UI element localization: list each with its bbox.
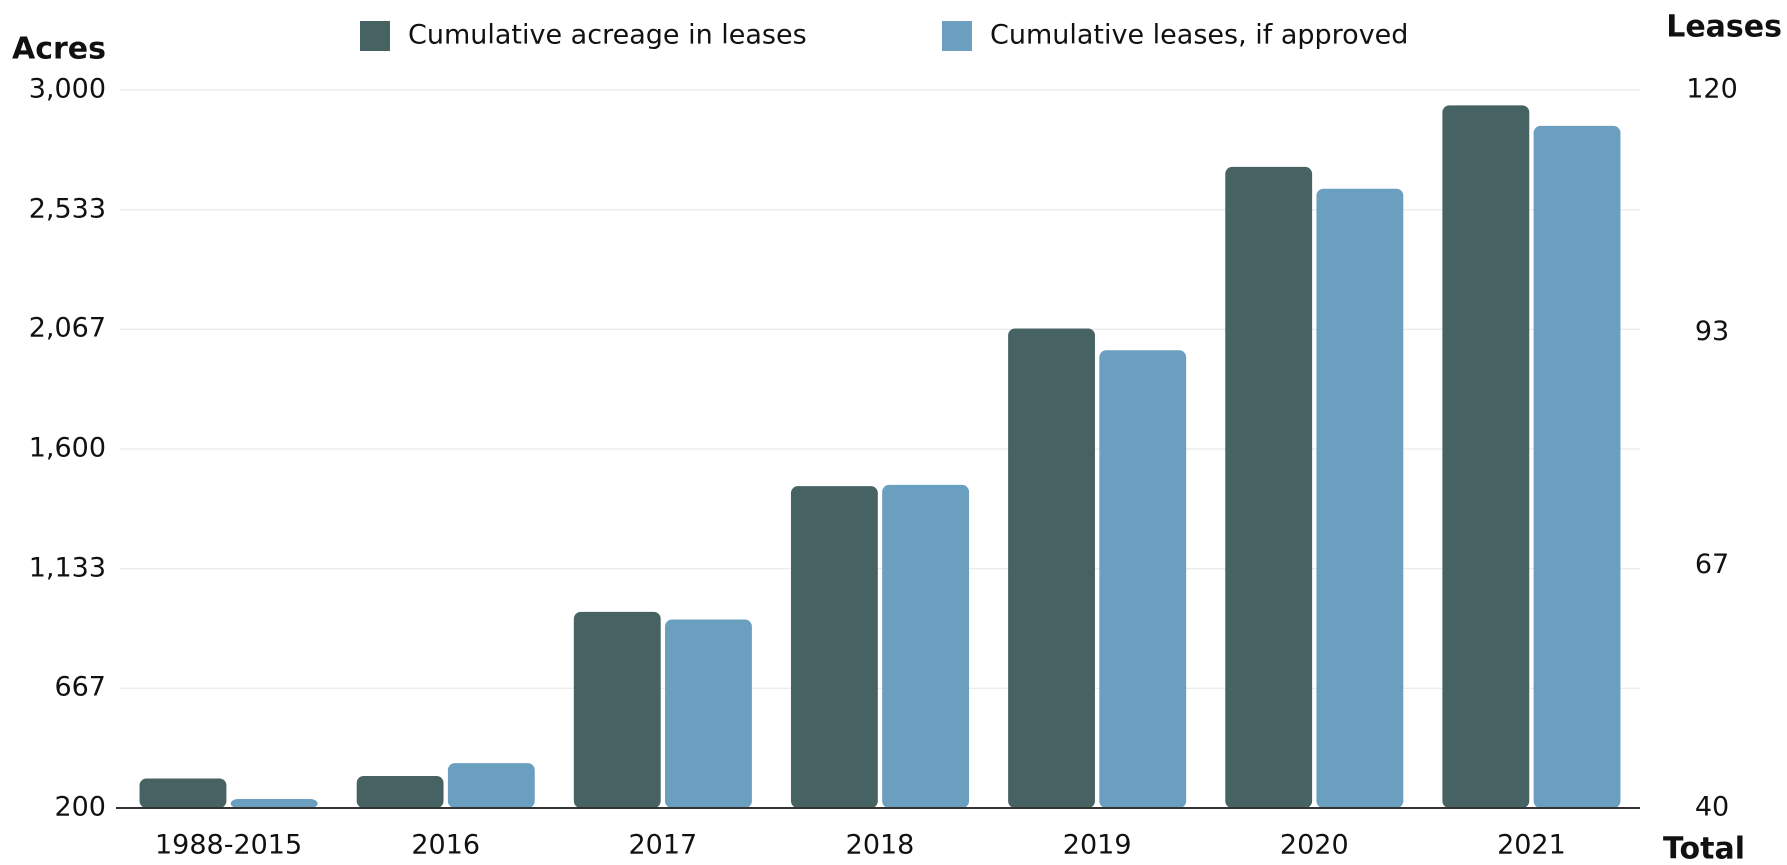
x-tick-label: 2019 (1063, 830, 1132, 861)
y-tick-label: 2,533 (29, 193, 106, 224)
x-tick-label: 2016 (411, 830, 480, 861)
bar (139, 778, 227, 808)
bar (665, 619, 752, 808)
bar (1225, 166, 1313, 808)
x-axis-title: Total (1663, 832, 1745, 865)
x-tick-label: 2020 (1280, 830, 1349, 861)
y-tick-label: 1,600 (29, 433, 106, 464)
bar (447, 763, 535, 808)
bar (1099, 350, 1187, 808)
bar (882, 484, 970, 808)
x-tick-label: 2018 (846, 830, 915, 861)
x-tick-label: 2017 (628, 830, 697, 861)
y2-tick-label: 93 (1695, 316, 1729, 347)
y2-tick-label: 120 (1686, 74, 1738, 105)
legend-label: Cumulative acreage in leases (408, 20, 807, 51)
y2-axis-title: Leases (1666, 10, 1782, 45)
bar (573, 611, 661, 808)
y-axis-title: Acres (12, 32, 106, 67)
y2-tick-label: 40 (1695, 792, 1729, 823)
bar (230, 799, 318, 808)
y-tick-label: 2,067 (29, 313, 106, 344)
y-tick-label: 667 (54, 672, 106, 703)
y-tick-label: 1,133 (29, 552, 106, 583)
legend-label: Cumulative leases, if approved (990, 20, 1408, 51)
y2-tick-label: 67 (1695, 549, 1729, 580)
bar (1008, 328, 1095, 808)
bar (1533, 125, 1621, 808)
bar (356, 775, 444, 808)
bar (790, 486, 878, 808)
bar (1316, 188, 1404, 809)
y-tick-label: 3,000 (29, 74, 106, 105)
x-tick-label: 2021 (1497, 830, 1566, 861)
legend-swatch (942, 21, 972, 51)
y-tick-label: 200 (54, 792, 106, 823)
x-tick-label: 1988-2015 (155, 830, 302, 861)
bar (1442, 105, 1530, 808)
legend-swatch (360, 21, 390, 51)
